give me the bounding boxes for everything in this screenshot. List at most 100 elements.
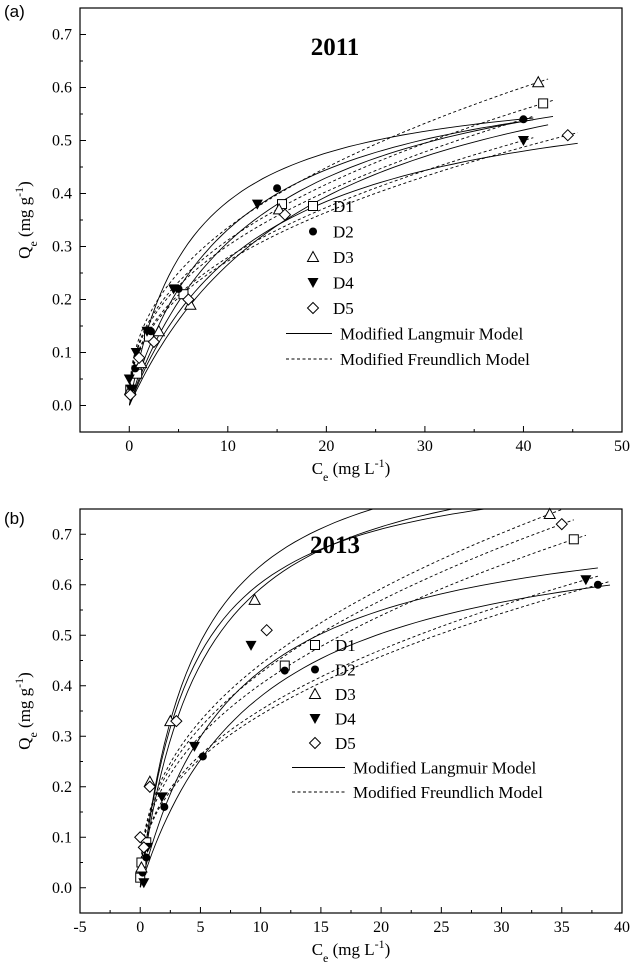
legend-label: D5 xyxy=(333,299,354,318)
freundlich-curve xyxy=(139,534,587,877)
langmuir-curve xyxy=(139,509,375,887)
data-point xyxy=(137,841,151,854)
legend-label: Modified Langmuir Model xyxy=(353,759,536,778)
chart-title: 2011 xyxy=(311,34,360,61)
data-points xyxy=(123,75,575,402)
data-point xyxy=(123,374,135,385)
legend-marker xyxy=(311,665,319,674)
x-tick-label: 0 xyxy=(136,919,144,936)
legend-label: Modified Langmuir Model xyxy=(340,325,523,344)
data-point xyxy=(278,208,292,221)
legend-label: D2 xyxy=(333,223,354,242)
legend-marker xyxy=(309,714,321,724)
data-point xyxy=(561,128,575,142)
x-tick-label: 40 xyxy=(515,438,531,455)
y-tick-label: 0.6 xyxy=(52,80,72,97)
data-point xyxy=(142,853,151,862)
y-tick-label: 0.7 xyxy=(52,27,72,44)
legend-marker xyxy=(308,736,322,750)
legend-marker xyxy=(310,640,320,650)
data-point xyxy=(260,623,273,637)
langmuir-curve xyxy=(128,124,549,406)
legend-marker xyxy=(309,227,317,236)
freundlich-curve xyxy=(128,115,534,397)
langmuir-curve xyxy=(139,584,611,888)
x-tick-label: 5 xyxy=(196,919,204,936)
freundlich-curve xyxy=(128,137,534,398)
data-point xyxy=(147,335,161,349)
legend-marker xyxy=(307,278,319,288)
data-point xyxy=(152,324,166,337)
data-point xyxy=(124,388,137,402)
legend: D1 D2 D3 D4 D5 Modified Langmuir Model Modifie… xyxy=(292,636,543,802)
y-tick-label: 0.1 xyxy=(52,829,72,846)
legend-label: D5 xyxy=(335,734,356,753)
data-point xyxy=(245,640,257,651)
freundlich-curve xyxy=(139,519,574,876)
freundlich-curve xyxy=(128,99,554,397)
data-point xyxy=(272,202,286,215)
x-tick-label: 15 xyxy=(313,919,329,936)
legend-label: D4 xyxy=(333,274,354,293)
x-tick-label: 25 xyxy=(433,919,449,936)
x-tick-label: -5 xyxy=(73,919,86,936)
ticks: 0 10 20 30 40 50 0.0 0.1 0.2 0.3 0.4 0.5 0.6 0.7 xyxy=(52,27,630,456)
data-point xyxy=(160,802,169,811)
x-tick-label: 30 xyxy=(494,919,510,936)
data-point xyxy=(280,666,289,675)
data-point xyxy=(593,580,602,589)
data-point xyxy=(531,75,545,88)
legend-marker xyxy=(308,201,318,211)
langmuir-curve xyxy=(128,142,578,406)
data-point xyxy=(143,780,157,793)
panel-a: (a) 0 10 20 30 40 50 0.0 0.1 0.2 0.3 0.4 0.5 0.6 0.7 2… xyxy=(0,0,638,485)
x-tick-label: 10 xyxy=(220,438,236,455)
data-point xyxy=(130,348,142,358)
y-tick-label: 0.3 xyxy=(52,728,72,745)
chart-title: 2013 xyxy=(310,532,360,559)
legend-label: D4 xyxy=(335,710,356,729)
y-tick-label: 0.0 xyxy=(52,880,72,897)
x-tick-label: 30 xyxy=(417,438,433,455)
panel-label: (a) xyxy=(4,2,25,21)
legend-label: Modified Freundlich Model xyxy=(340,350,530,369)
fit-curves xyxy=(139,509,611,888)
data-point xyxy=(555,517,568,531)
data-point xyxy=(170,714,183,728)
y-tick-label: 0.2 xyxy=(52,292,72,309)
x-tick-label: 35 xyxy=(554,919,570,936)
legend-label: Modified Freundlich Model xyxy=(353,783,543,802)
data-point xyxy=(543,507,557,520)
legend-marker xyxy=(306,250,320,262)
x-tick-label: 20 xyxy=(318,438,334,455)
panel-label: (b) xyxy=(4,509,25,528)
x-tick-label: 10 xyxy=(253,919,269,936)
chart-2013: -5 0 5 10 15 20 25 30 35 40 0.0 0.1 0.2 0.3 0.4 0.5 0.6 0… xyxy=(12,507,630,965)
freundlich-curve xyxy=(139,509,562,876)
y-tick-label: 0.3 xyxy=(52,239,72,256)
freundlich-curve xyxy=(139,580,611,879)
data-point xyxy=(273,184,282,193)
x-tick-label: 50 xyxy=(614,438,630,455)
y-tick-label: 0.4 xyxy=(52,678,72,695)
x-tick-label: 40 xyxy=(614,919,630,936)
panel-b: (b) -5 0 5 10 15 20 25 30 35 40 0.0 0.1 0.2 0.3 0.4 0.5… xyxy=(0,485,638,971)
data-point xyxy=(182,293,195,306)
freundlich-curve xyxy=(128,132,578,398)
data-point xyxy=(132,351,146,365)
x-axis-label: Ce (mg L-1) xyxy=(312,456,391,484)
data-point xyxy=(156,792,168,803)
y-tick-label: 0.4 xyxy=(52,186,72,203)
y-tick-label: 0.5 xyxy=(52,133,72,150)
y-tick-label: 0.6 xyxy=(52,577,72,594)
y-tick-label: 0.2 xyxy=(52,779,72,796)
legend-marker xyxy=(306,301,320,315)
legend-label: D3 xyxy=(335,685,356,704)
data-point xyxy=(248,593,261,605)
langmuir-curve xyxy=(139,509,488,887)
y-tick-label: 0.7 xyxy=(52,526,72,543)
y-tick-label: 0.5 xyxy=(52,627,72,644)
data-point xyxy=(538,98,549,109)
data-point xyxy=(188,741,200,752)
legend-label: D1 xyxy=(335,636,356,655)
